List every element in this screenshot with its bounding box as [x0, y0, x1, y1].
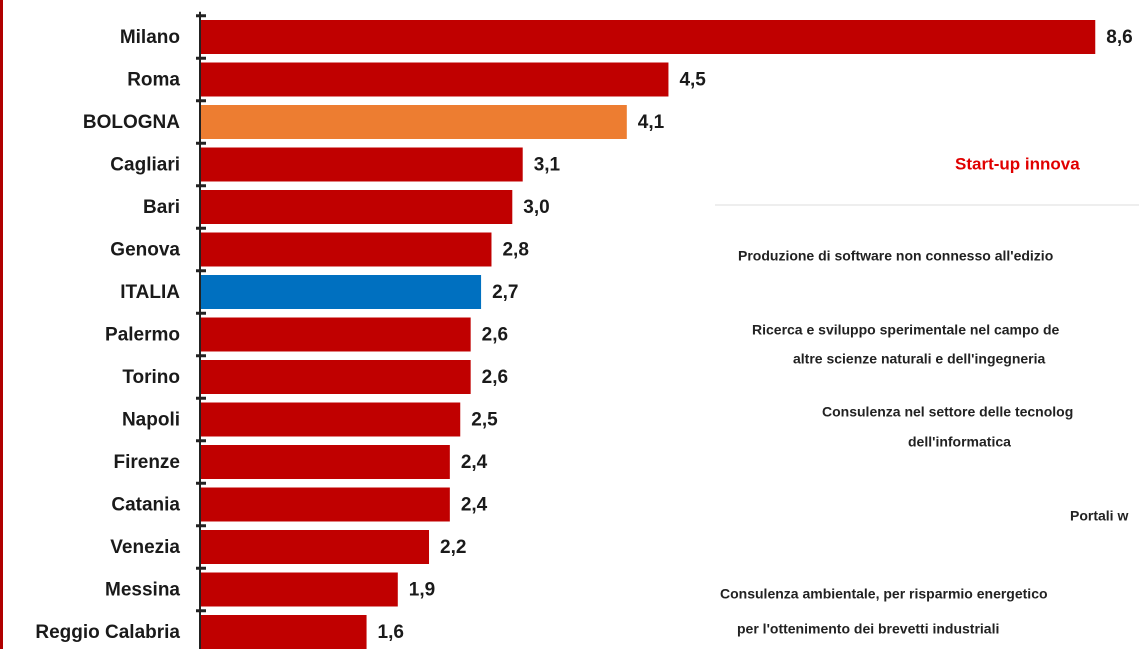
annotation: Portali w	[1070, 508, 1128, 524]
category-label: Catania	[111, 495, 180, 516]
value-label: 2,2	[440, 537, 466, 558]
annotation: Start-up innova	[955, 154, 1080, 173]
category-label: Messina	[105, 580, 180, 601]
category-label: Cagliari	[110, 155, 180, 176]
bar	[200, 530, 430, 564]
bar	[200, 445, 450, 479]
annotation: Produzione di software non connesso all'…	[738, 248, 1053, 264]
category-label: Napoli	[122, 410, 180, 431]
value-label: 2,6	[482, 325, 508, 346]
bar	[200, 105, 627, 139]
category-label: Reggio Calabria	[35, 622, 180, 643]
bar	[200, 360, 471, 394]
bar	[200, 572, 398, 607]
category-label: Palermo	[105, 325, 180, 346]
annotation: per l'ottenimento dei brevetti industria…	[737, 621, 999, 637]
category-label: Firenze	[113, 452, 180, 473]
category-label: Bari	[143, 197, 180, 218]
bar	[200, 317, 471, 352]
category-label: ITALIA	[120, 282, 180, 303]
value-label: 4,5	[679, 70, 706, 91]
annotation: altre scienze naturali e dell'ingegneria	[793, 351, 1046, 367]
bar	[200, 615, 367, 649]
value-label: 1,9	[409, 580, 435, 601]
category-label: Genova	[110, 240, 180, 261]
value-label: 2,4	[461, 452, 488, 473]
left-border	[0, 0, 3, 649]
bar	[200, 190, 513, 224]
category-label: Roma	[127, 70, 180, 91]
value-label: 3,1	[534, 155, 561, 176]
value-label: 2,8	[502, 240, 528, 261]
value-label: 3,0	[523, 197, 549, 218]
category-label: Milano	[120, 27, 180, 48]
bar	[200, 62, 669, 97]
value-label: 1,6	[378, 622, 404, 643]
annotation: Consulenza ambientale, per risparmio ene…	[720, 586, 1048, 602]
value-label: 2,6	[482, 367, 508, 388]
bar	[200, 232, 492, 267]
annotation: Ricerca e sviluppo sperimentale nel camp…	[752, 322, 1060, 338]
value-label: 2,5	[471, 410, 498, 431]
value-label: 2,7	[492, 282, 518, 303]
bar	[200, 487, 450, 522]
annotation: Consulenza nel settore delle tecnolog	[822, 404, 1073, 420]
value-label: 4,1	[638, 112, 665, 133]
category-label: BOLOGNA	[83, 112, 180, 133]
bar	[200, 275, 482, 309]
bar	[200, 20, 1096, 54]
bar	[200, 402, 461, 437]
bar	[200, 147, 523, 182]
category-label: Torino	[122, 367, 180, 388]
value-label: 8,6	[1106, 27, 1132, 48]
value-label: 2,4	[461, 495, 488, 516]
annotation: dell'informatica	[908, 434, 1011, 450]
category-label: Venezia	[110, 537, 180, 558]
